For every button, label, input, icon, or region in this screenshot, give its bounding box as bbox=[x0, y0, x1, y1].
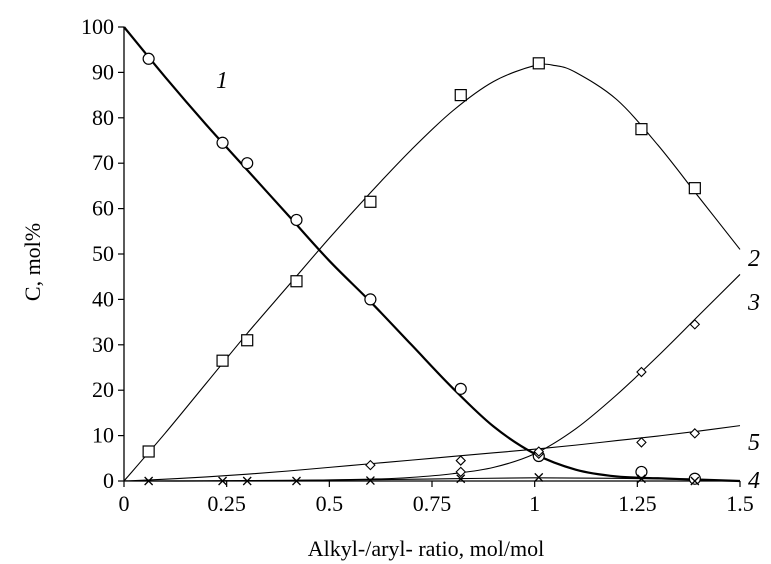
curves bbox=[123, 26, 741, 483]
series-5-point bbox=[455, 455, 467, 466]
series-4-point bbox=[636, 474, 646, 484]
series-2-point bbox=[216, 354, 229, 367]
series-1-point bbox=[241, 157, 254, 170]
y-tick-label: 90 bbox=[92, 59, 114, 84]
series-2-point bbox=[688, 182, 701, 195]
series-1-point bbox=[142, 52, 155, 65]
series-1-point bbox=[688, 472, 701, 485]
series-4-point bbox=[144, 476, 154, 486]
series-3-label: 3 bbox=[747, 290, 760, 316]
series-4-point bbox=[534, 472, 544, 482]
x-tick-label: 0.75 bbox=[413, 491, 452, 516]
x-tick-label: 1 bbox=[529, 491, 540, 516]
y-tick-label: 100 bbox=[81, 14, 114, 39]
series-5-point bbox=[636, 437, 647, 448]
series-5-point bbox=[689, 428, 701, 439]
x-tick-label: 0.5 bbox=[316, 491, 344, 516]
x-tick-label: 1.5 bbox=[726, 491, 754, 516]
series-4-point bbox=[242, 476, 252, 486]
y-tick-label: 0 bbox=[103, 468, 114, 493]
axes: 0 10 20 30 40 50 60 70 80 90 100 0 0.25 0.5 0.75 1 1.25 1… bbox=[81, 14, 754, 516]
x-tick-label: 0.25 bbox=[207, 491, 246, 516]
series-2-point bbox=[635, 123, 648, 136]
series-2-point bbox=[142, 445, 155, 458]
series-5-label: 5 bbox=[748, 430, 760, 456]
series-2-point bbox=[241, 334, 254, 347]
series-2-label: 2 bbox=[748, 246, 760, 272]
y-tick-label: 10 bbox=[92, 423, 114, 448]
series-2-point bbox=[532, 57, 545, 70]
series-3-point bbox=[636, 366, 647, 378]
x-tick-label: 1.25 bbox=[618, 491, 657, 516]
series-1-point bbox=[364, 293, 377, 306]
y-axis-title: C, mol% bbox=[20, 223, 45, 301]
labels: 1 2 3 4 5 bbox=[216, 68, 760, 494]
series-1-point bbox=[635, 465, 648, 479]
series-5-point bbox=[533, 446, 545, 457]
series-4-point bbox=[690, 476, 700, 486]
series-2-point bbox=[364, 195, 377, 208]
markers bbox=[142, 52, 701, 486]
series-4-point bbox=[365, 476, 375, 486]
series-1-point bbox=[454, 382, 467, 395]
series-2-point bbox=[454, 88, 467, 102]
y-tick-label: 60 bbox=[92, 196, 114, 221]
series-1-label: 1 bbox=[216, 68, 228, 94]
y-tick-label: 40 bbox=[92, 286, 114, 311]
y-tick-label: 70 bbox=[92, 150, 114, 175]
series-5-point bbox=[365, 459, 376, 471]
y-tick-label: 50 bbox=[92, 241, 114, 266]
series-4-label: 4 bbox=[748, 468, 760, 494]
series-2-point bbox=[290, 275, 303, 288]
series-3-point bbox=[689, 319, 701, 330]
y-tick-label: 80 bbox=[92, 105, 114, 130]
series-3-curve bbox=[123, 274, 741, 482]
series-1-curve bbox=[123, 26, 741, 483]
series-4-point bbox=[456, 474, 466, 484]
series-2-curve bbox=[123, 63, 741, 482]
series-4-point bbox=[292, 476, 301, 486]
y-tick-label: 20 bbox=[92, 377, 114, 402]
x-axis-title: Alkyl-/aryl- ratio, mol/mol bbox=[308, 536, 544, 561]
series-1-point bbox=[216, 136, 229, 149]
y-tick-label: 30 bbox=[92, 332, 114, 357]
series-3-point bbox=[455, 466, 467, 478]
series-1-point bbox=[290, 213, 303, 227]
series-5-curve bbox=[123, 425, 741, 482]
x-tick-label: 0 bbox=[119, 491, 130, 516]
series-4-point bbox=[218, 476, 228, 486]
